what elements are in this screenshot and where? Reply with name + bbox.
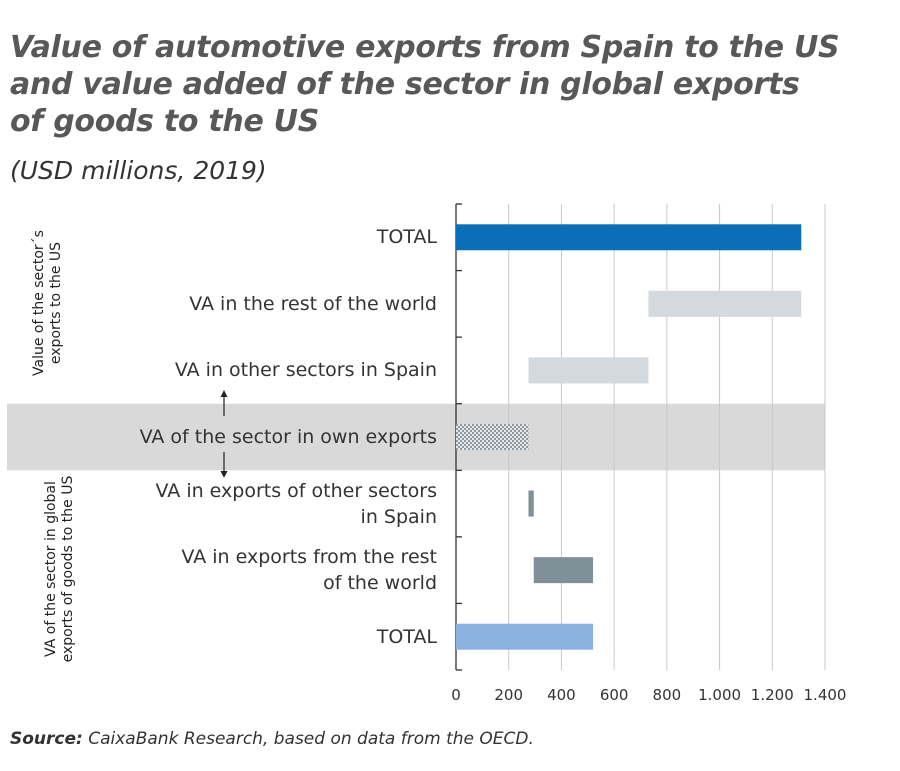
bar	[456, 224, 802, 251]
chart-title: Value of automotive exports from Spain t…	[10, 30, 840, 65]
x-tick-label: 1.200	[751, 686, 794, 704]
chart-title: of goods to the US	[10, 104, 320, 139]
bar	[456, 623, 594, 650]
bar	[456, 424, 529, 450]
category-label: VA in the rest of the world	[189, 292, 437, 315]
source-text: CaixaBank Research, based on data from t…	[82, 729, 534, 749]
group-label: VA of the sector in global exports of go…	[43, 475, 76, 663]
category-label: TOTAL	[376, 625, 437, 648]
source-label: Source:	[10, 729, 83, 749]
arrow-down	[220, 452, 228, 478]
source: Source: CaixaBank Research, based on dat…	[10, 729, 534, 749]
bar	[528, 357, 649, 384]
x-tick-label: 0	[451, 686, 461, 704]
category-label: VA in exports from the rest of the world	[181, 546, 437, 595]
highlight-band	[7, 403, 825, 471]
bar	[528, 490, 534, 517]
chart-subtitle: (USD millions, 2019)	[10, 156, 267, 185]
x-tick-label: 200	[494, 686, 523, 704]
x-tick-label: 400	[547, 686, 576, 704]
group-label: Value of the sector´s exports to the US	[31, 230, 64, 376]
bar	[533, 557, 594, 584]
bar	[648, 290, 802, 317]
x-tick-label: 1.000	[698, 686, 741, 704]
x-tick-label: 800	[653, 686, 682, 704]
category-label: VA in other sectors in Spain	[174, 359, 437, 382]
chart-title: and value added of the sector in global …	[10, 67, 800, 102]
category-label: VA of the sector in own exports	[139, 426, 437, 448]
arrow-up	[220, 390, 228, 416]
category-label: VA in exports of other sectors in Spain	[155, 479, 438, 528]
x-tick-label: 1.400	[804, 686, 847, 704]
category-label: TOTAL	[376, 226, 437, 249]
x-tick-label: 600	[600, 686, 629, 704]
